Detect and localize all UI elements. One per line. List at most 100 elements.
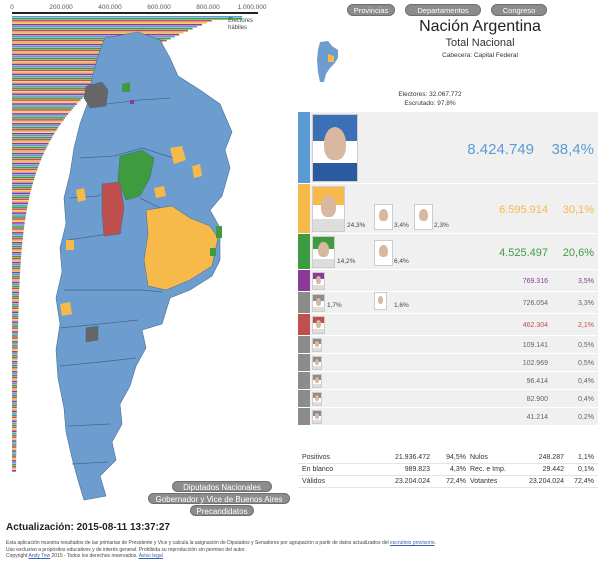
candidate-photo[interactable] [312,114,358,182]
histogram-bar [12,162,40,165]
footer-text-segment: . [434,540,436,546]
candidate-photo[interactable] [312,316,325,334]
candidate-photo[interactable] [312,410,322,424]
electores-histogram [12,16,242,472]
histogram-bar [12,247,22,250]
histogram-bar [12,127,59,129]
party-color-swatch [298,408,310,425]
histogram-bar [12,452,17,454]
congreso-button[interactable]: Congreso [491,4,547,16]
candidate-photo[interactable] [312,236,335,268]
departamentos-button[interactable]: Departamentos [405,4,481,16]
result-row[interactable]: 109.141 0,5% [298,336,598,354]
histogram-bar [12,388,18,391]
precandidatos-button[interactable]: Precandidatos [190,505,254,516]
positivos-label: Positivos [302,454,331,461]
histogram-bar [12,273,20,276]
histogram-bar [12,208,27,210]
escrutado-percentage: Escrutado: 97,8% [404,100,456,107]
histogram-bar [12,198,29,200]
author-link[interactable]: Andy Tow [28,553,51,559]
histogram-bar [12,51,145,54]
candidate-photo[interactable] [312,272,325,290]
diputados-nacionales-button[interactable]: Diputados Nacionales [172,481,272,492]
result-row[interactable]: 102.969 0,5% [298,354,598,372]
aviso-legal-link[interactable]: Aviso legal [138,553,163,559]
histogram-bar [12,172,36,175]
histogram-bar [12,41,163,44]
votes-percentage: 3,3% [578,300,594,307]
histogram-bar [12,59,131,62]
precandidate-photo[interactable] [414,204,433,230]
histogram-bar [12,49,148,52]
histogram-bar [12,343,18,345]
candidate-photo[interactable] [312,186,345,232]
provincias-button[interactable]: Provincias [347,4,395,16]
histogram-bar [12,138,51,141]
party-color-swatch [298,390,310,407]
validos-value: 23.204.024 [394,478,430,485]
histogram-bar [12,156,42,159]
result-row[interactable]: 1,7% 1,6% 726.054 3,3% [298,292,598,314]
candidate-face [315,377,319,384]
histogram-bar [12,335,18,337]
histogram-axis-line [12,12,258,14]
votes-percentage: 3,5% [578,278,594,285]
histogram-bar [12,192,31,195]
gobernador-buenos-aires-button[interactable]: Gobernador y Vice de Buenos Aires [148,493,290,504]
histogram-bar [12,186,32,189]
result-row[interactable]: 96.414 0,4% [298,372,598,390]
histogram-bar [12,382,18,385]
result-row[interactable]: 82.900 0,4% [298,390,598,408]
histogram-bar [12,331,19,333]
candidate-photo[interactable] [312,338,322,352]
precandidate-photo[interactable] [374,240,393,266]
result-row[interactable]: 14,2% 6,4% 4.525.497 20,6% [298,234,598,270]
result-row[interactable]: 462.304 2,1% [298,314,598,336]
precandidate-photo[interactable] [374,204,393,230]
histogram-bar [12,305,19,308]
candidate-photo[interactable] [312,392,322,406]
votes-count: 96.414 [526,378,548,385]
votes-count: 8.424.749 [467,141,534,158]
histogram-bar [12,129,57,131]
province-dark-north [83,81,109,109]
page-subtitle: Total Nacional [445,37,515,49]
result-row[interactable]: 8.424.749 38,4% [298,112,598,184]
green-patch [216,226,222,238]
precandidate-photo[interactable] [374,292,387,310]
histogram-bar [12,214,26,216]
histogram-bar [12,291,20,294]
histogram-bar [12,430,17,432]
result-row[interactable]: 769.316 3,5% [298,270,598,292]
result-row[interactable]: 24,3% 3,4% 2,3% 6.595.914 30,1% [298,184,598,234]
nulos-pct: 1,1% [578,454,594,461]
nulos-label: Nulos [470,454,488,461]
histogram-bar [12,394,18,397]
candidate-photo[interactable] [312,374,322,388]
page-title: Nación Argentina [419,18,541,35]
histogram-bar [12,464,17,466]
votes-percentage: 0,5% [578,342,594,349]
candidate-photo[interactable] [312,356,322,370]
histogram-bar [12,327,19,329]
candidate-photo[interactable] [312,294,325,312]
province-dark-south [85,325,99,343]
escrutinio-provisorio-link[interactable]: escrutinio provisorio [390,540,435,546]
precandidate-percentage: 24,3% [347,222,366,229]
result-row[interactable]: 41.214 0,2% [298,408,598,426]
mini-map-thumbnail[interactable] [314,40,342,84]
histogram-bar [12,91,89,93]
histogram-bar [12,307,19,310]
histogram-bar [12,216,26,218]
histogram-bar [12,182,33,185]
histogram-bar [12,317,19,319]
party-color-swatch [298,292,310,313]
blanco-pct: 4,3% [450,466,466,473]
histogram-bar [12,323,19,325]
country-outline [55,31,233,501]
histogram-bar [12,368,18,371]
histogram-bar [12,448,17,450]
argentina-map[interactable] [50,28,290,508]
histogram-bar [12,462,17,464]
